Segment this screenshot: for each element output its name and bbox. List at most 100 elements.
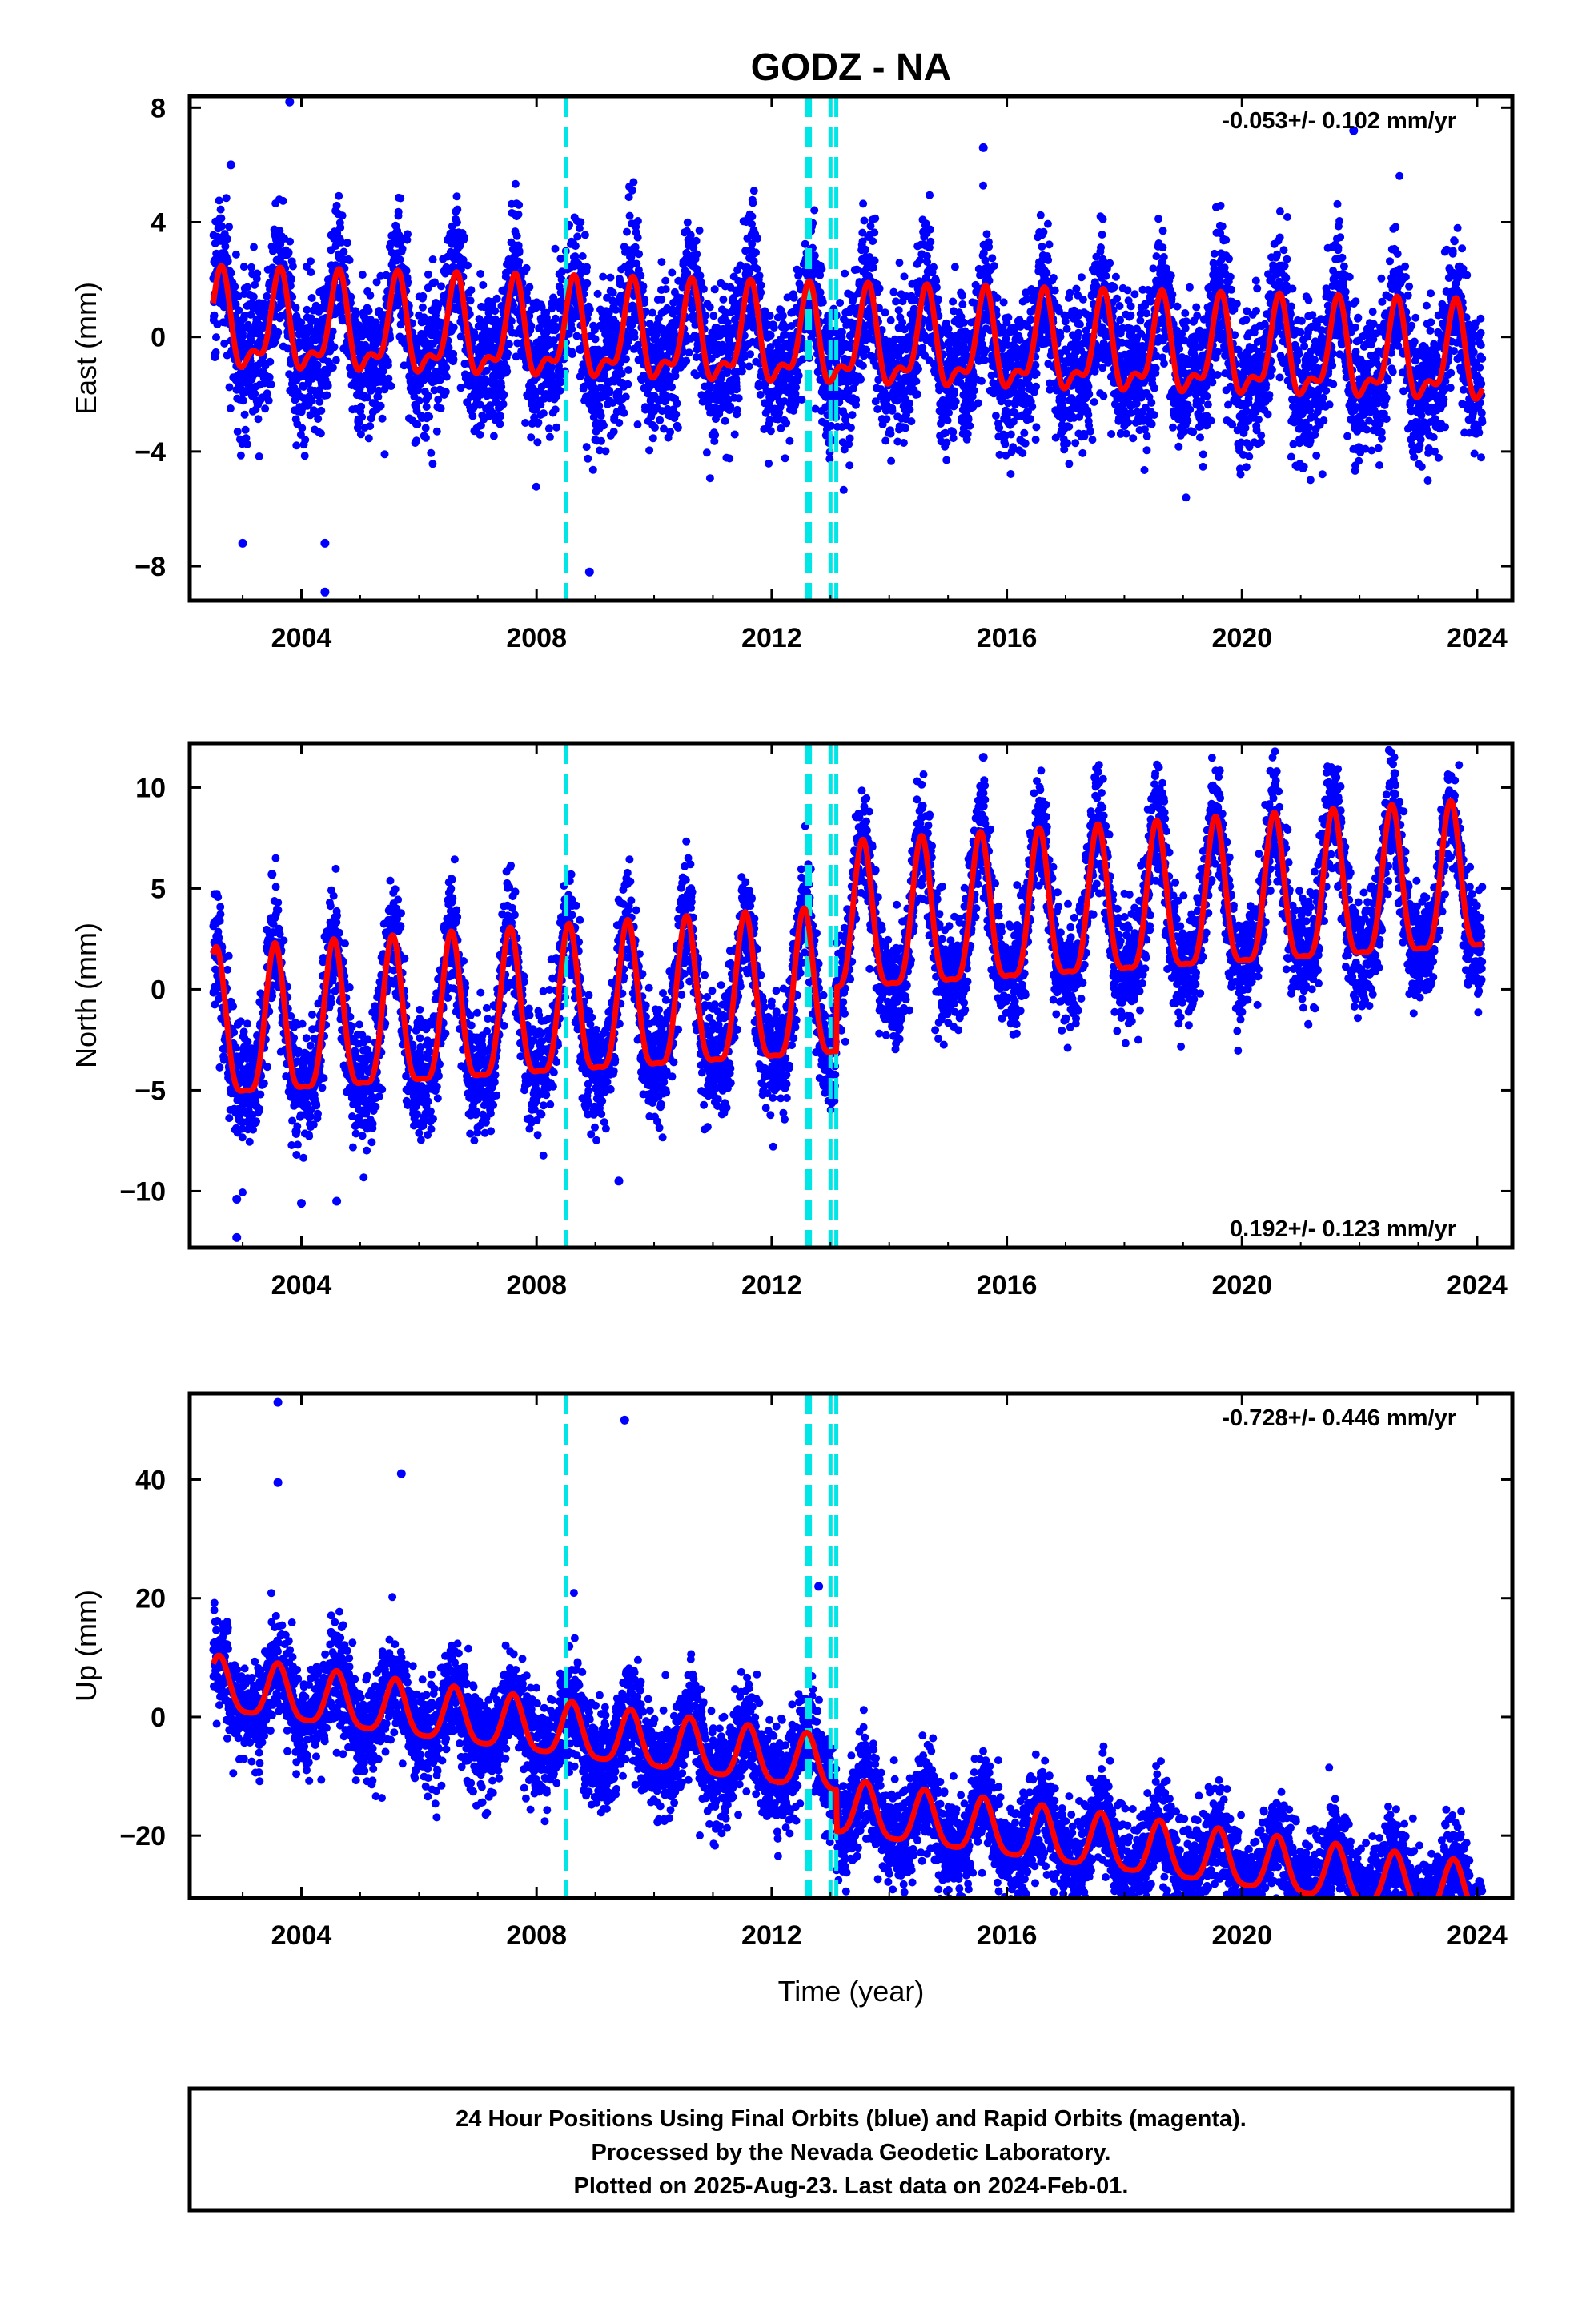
- data-point: [419, 292, 428, 300]
- data-point: [779, 312, 787, 320]
- data-point: [243, 283, 251, 292]
- data-point: [766, 427, 775, 436]
- data-point: [328, 364, 337, 372]
- data-point: [1021, 439, 1030, 448]
- data-point: [974, 399, 982, 408]
- data-point: [500, 390, 508, 399]
- data-point: [576, 218, 585, 227]
- data-point: [848, 411, 857, 420]
- data-point: [597, 436, 605, 445]
- data-point: [661, 285, 670, 294]
- data-point: [1056, 332, 1065, 341]
- data-point: [254, 415, 263, 424]
- data-point: [337, 238, 346, 247]
- data-point: [926, 237, 935, 246]
- data-point: [859, 199, 868, 208]
- data-point: [624, 380, 632, 388]
- data-point: [551, 314, 560, 323]
- data-point: [765, 459, 773, 468]
- data-point: [351, 307, 359, 316]
- data-point: [384, 374, 393, 383]
- data-point: [963, 429, 972, 438]
- data-point: [606, 273, 615, 282]
- data-point: [930, 263, 938, 271]
- data-point: [551, 405, 560, 414]
- chart-title: GODZ - NA: [751, 46, 952, 89]
- data-point: [810, 251, 819, 260]
- data-point: [452, 192, 461, 201]
- data-point: [489, 432, 498, 440]
- data-point: [753, 234, 761, 243]
- data-point: [1004, 313, 1013, 322]
- data-point: [240, 410, 249, 419]
- data-point: [521, 419, 530, 427]
- data-point: [818, 298, 827, 307]
- data-point: [1026, 415, 1034, 424]
- data-point: [601, 447, 610, 456]
- data-point: [556, 254, 565, 263]
- data-point: [533, 438, 542, 447]
- data-point: [623, 227, 631, 236]
- data-point: [985, 243, 994, 251]
- data-point: [514, 210, 523, 219]
- data-point: [693, 250, 701, 259]
- data-point: [499, 400, 508, 408]
- data-point: [578, 252, 587, 260]
- data-point: [467, 286, 476, 295]
- data-point: [441, 388, 450, 396]
- data-point: [1050, 286, 1059, 295]
- data-point: [699, 284, 708, 293]
- data-point: [696, 271, 705, 280]
- data-point: [239, 263, 248, 271]
- data-point: [396, 194, 405, 203]
- data-point: [628, 186, 636, 195]
- data-point: [236, 451, 245, 460]
- data-point: [794, 372, 803, 380]
- data-point: [468, 412, 477, 420]
- data-point: [215, 196, 223, 205]
- data-point: [522, 263, 531, 272]
- data-point: [449, 323, 458, 332]
- data-point: [733, 405, 741, 414]
- data-point: [512, 231, 521, 240]
- data-point: [239, 396, 247, 405]
- data-point: [673, 399, 681, 408]
- data-point: [1004, 399, 1013, 408]
- data-point: [364, 307, 373, 315]
- data-point: [496, 420, 504, 428]
- data-point: [515, 257, 524, 266]
- data-point: [769, 324, 778, 332]
- data-point: [1043, 219, 1052, 228]
- data-point: [466, 296, 475, 305]
- data-point: [452, 218, 461, 227]
- data-point: [496, 412, 505, 420]
- data-point: [383, 361, 392, 370]
- data-point: [782, 419, 791, 428]
- data-point: [913, 390, 921, 399]
- data-point: [1028, 402, 1037, 411]
- data-point: [532, 482, 540, 491]
- east-data-points: [209, 97, 1487, 597]
- data-point: [993, 293, 1002, 302]
- data-point: [382, 271, 391, 279]
- data-point: [243, 440, 251, 448]
- data-point: [839, 485, 848, 494]
- data-point: [682, 356, 691, 365]
- data-point: [817, 265, 826, 273]
- data-point: [766, 331, 775, 340]
- data-point: [894, 306, 903, 315]
- data-point: [221, 242, 230, 251]
- data-point: [425, 412, 434, 421]
- data-point: [336, 223, 345, 231]
- data-point: [785, 436, 794, 445]
- data-point: [218, 222, 226, 231]
- data-point: [719, 295, 728, 304]
- data-point: [511, 179, 520, 188]
- data-point: [504, 349, 512, 358]
- data-point: [331, 356, 340, 364]
- data-point: [211, 348, 220, 356]
- data-point: [418, 303, 427, 312]
- data-point: [367, 414, 375, 423]
- data-point: [617, 369, 626, 378]
